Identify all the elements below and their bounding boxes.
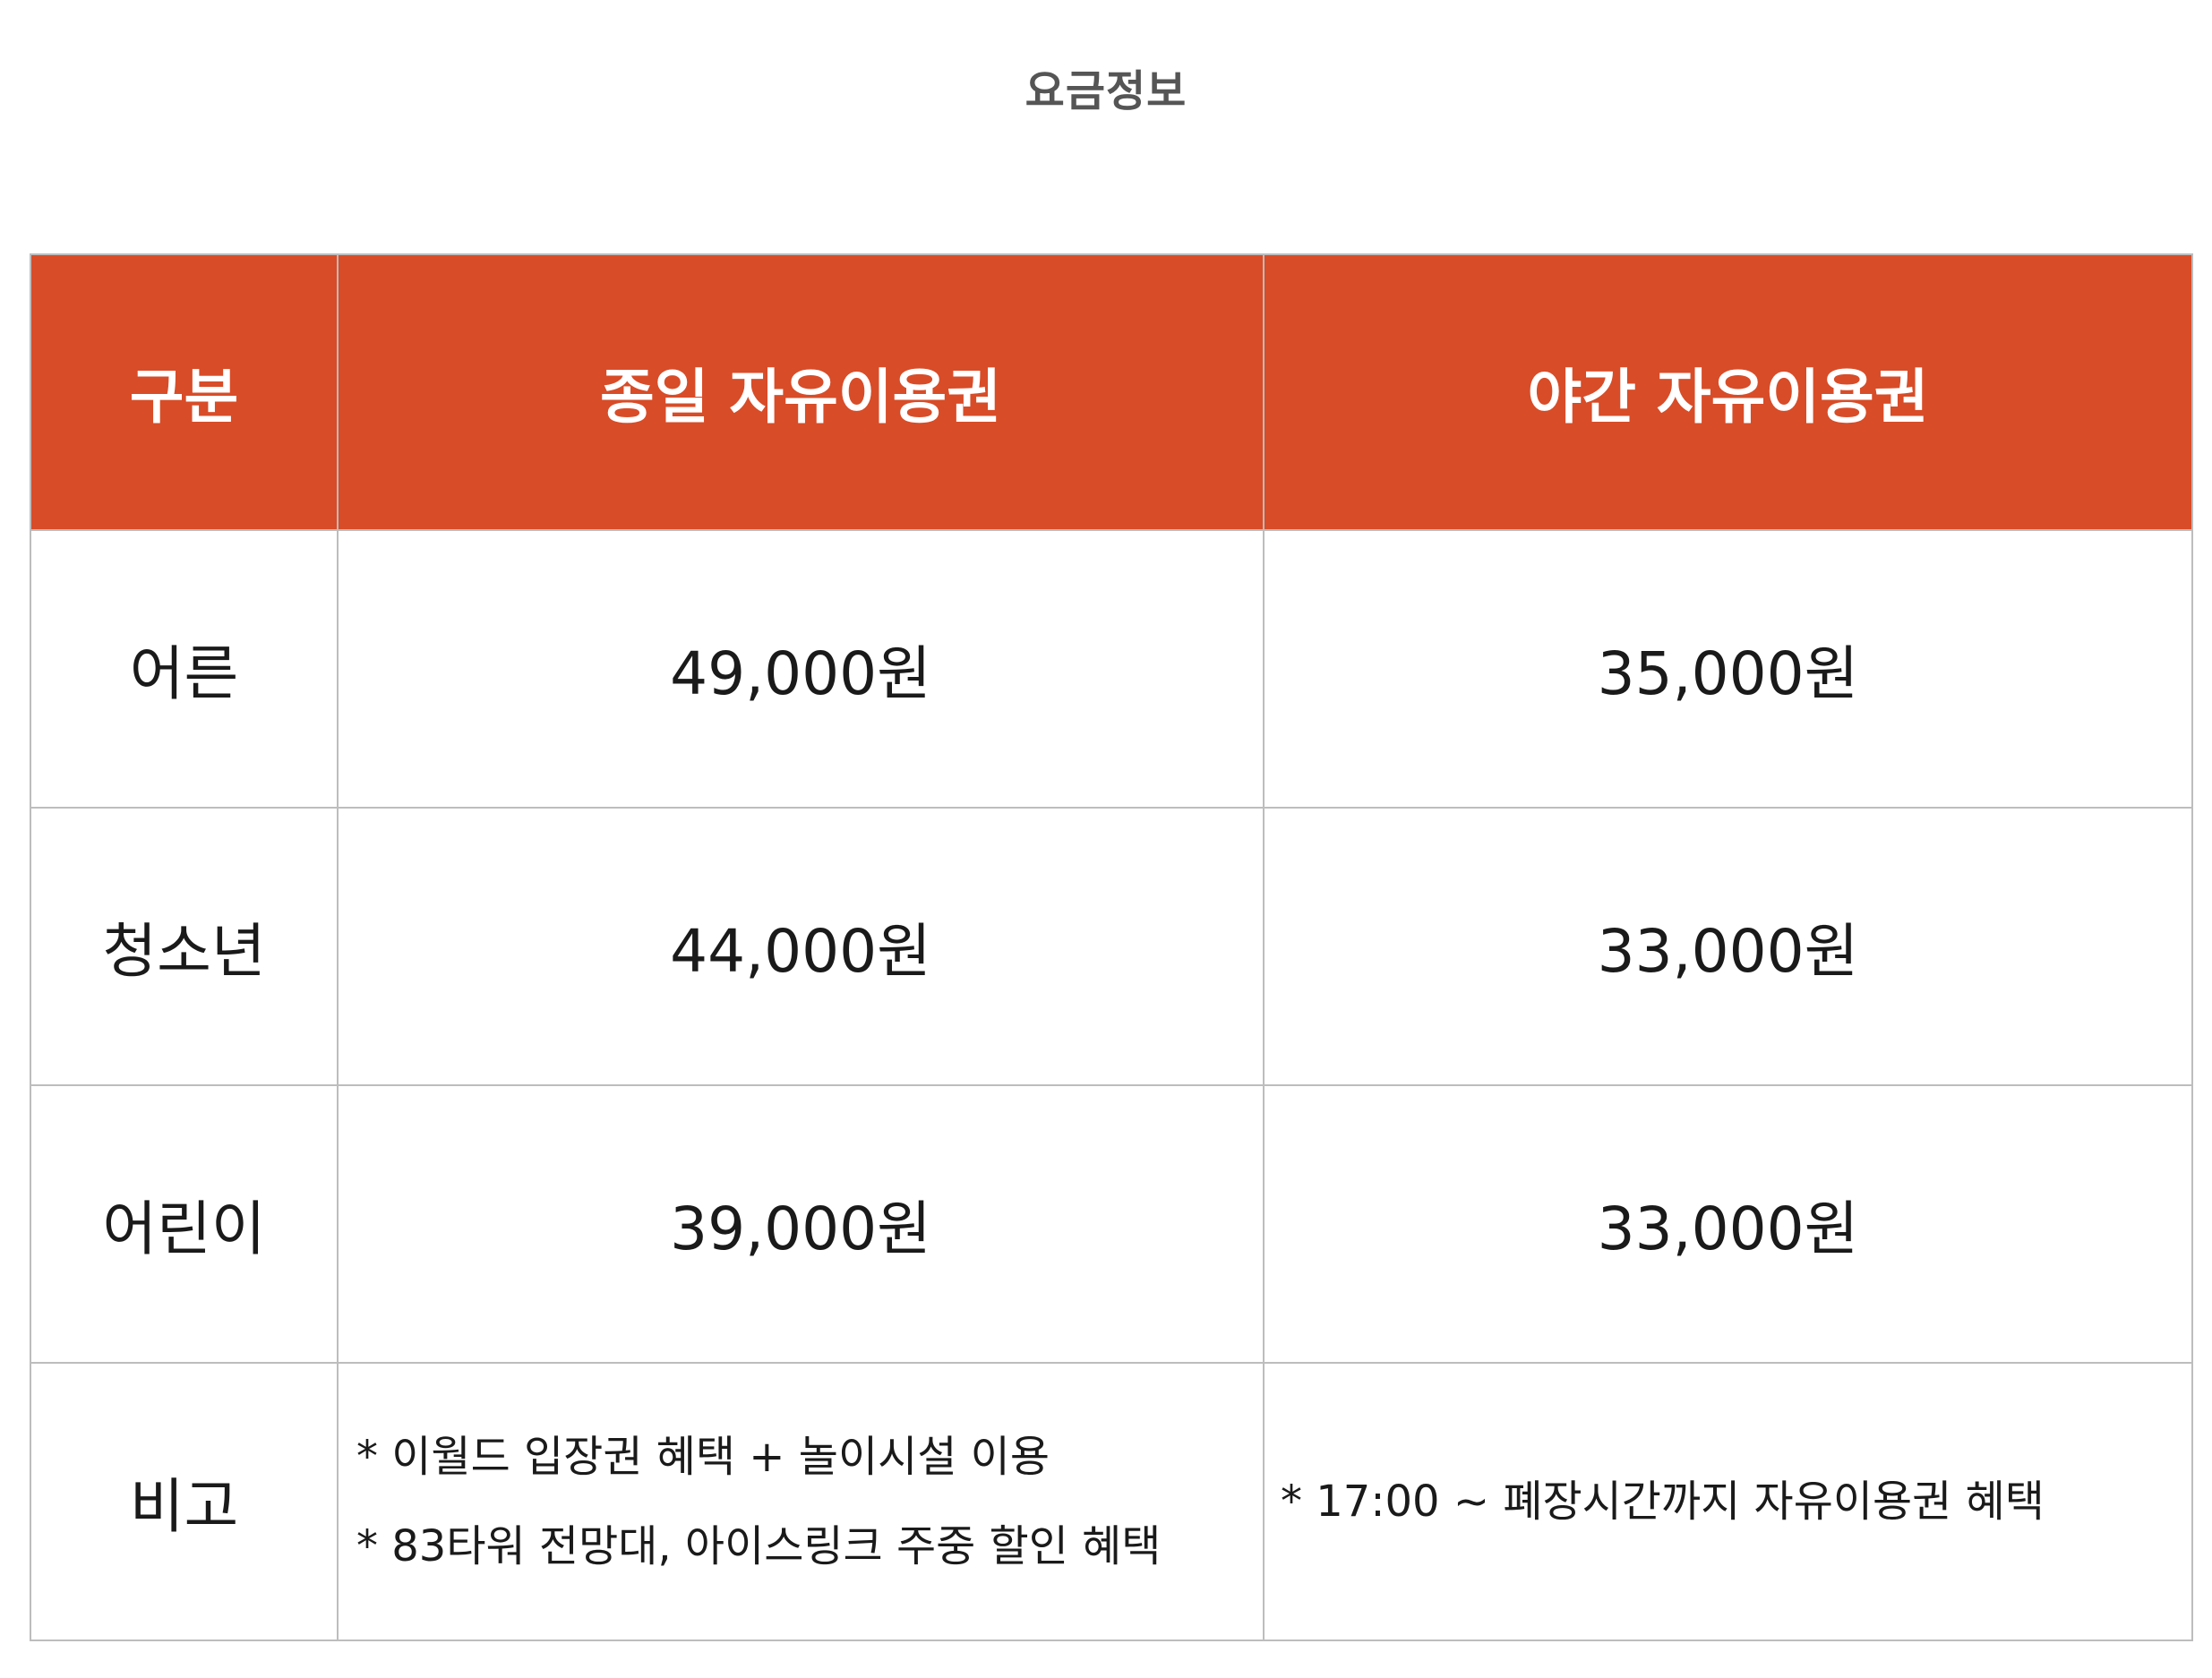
table-row-teen: 청소년 44,000원 33,000원 xyxy=(30,807,2193,1086)
full-day-price: 49,000원 xyxy=(337,529,1265,809)
night-price: 35,000원 xyxy=(1263,529,2193,809)
table-row-notes: 비고 * 이월드 입장권 혜택 + 놀이시설 이용 * 83타워 전망대, 아이… xyxy=(30,1362,2193,1641)
header-night-pass: 야간 자유이용권 xyxy=(1263,253,2193,531)
table-row-child: 어린이 39,000원 33,000원 xyxy=(30,1084,2193,1364)
table-header-row: 구분 종일 자유이용권 야간 자유이용권 xyxy=(30,253,2193,531)
full-day-notes: * 이월드 입장권 혜택 + 놀이시설 이용 * 83타워 전망대, 아이스링크… xyxy=(337,1362,1265,1641)
row-label: 어린이 xyxy=(30,1084,339,1364)
full-day-price: 39,000원 xyxy=(337,1084,1265,1364)
note-line: * 이월드 입장권 혜택 + 놀이시설 이용 xyxy=(356,1432,1050,1482)
note-line: * 17:00 ~ 폐장시간까지 자유이용권 혜택 xyxy=(1281,1477,2045,1527)
header-category: 구분 xyxy=(30,253,339,531)
page-title: 요금정보 xyxy=(1025,66,1187,116)
note-line: * 83타워 전망대, 아이스링크 주중 할인 혜택 xyxy=(356,1521,1162,1571)
table-row-adult: 어른 49,000원 35,000원 xyxy=(30,529,2193,809)
row-label: 어른 xyxy=(30,529,339,809)
pricing-table: 구분 종일 자유이용권 야간 자유이용권 어른 49,000원 35,000원 … xyxy=(30,253,2193,1641)
full-day-price: 44,000원 xyxy=(337,807,1265,1086)
night-price: 33,000원 xyxy=(1263,1084,2193,1364)
night-price: 33,000원 xyxy=(1263,807,2193,1086)
row-label: 청소년 xyxy=(30,807,339,1086)
row-label: 비고 xyxy=(30,1362,339,1641)
night-notes: * 17:00 ~ 폐장시간까지 자유이용권 혜택 xyxy=(1263,1362,2193,1641)
header-full-day-pass: 종일 자유이용권 xyxy=(337,253,1265,531)
